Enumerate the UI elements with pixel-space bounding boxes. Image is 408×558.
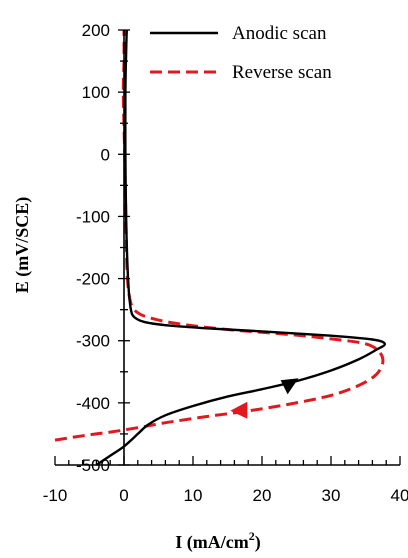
legend-reverse-label: Reverse scan xyxy=(232,62,332,83)
legend: Anodic scan Reverse scan xyxy=(150,23,332,83)
x-tick-label: 30 xyxy=(322,486,341,505)
x-axis-title-close: ) xyxy=(255,532,261,553)
plot-area xyxy=(54,29,387,466)
y-tick-label: 200 xyxy=(82,21,110,40)
x-axis-title-superscript: 2 xyxy=(249,529,255,543)
axes xyxy=(54,29,401,466)
y-tick-label: -200 xyxy=(76,270,110,289)
y-tick-label: -100 xyxy=(76,207,110,226)
x-tick-label: 20 xyxy=(253,486,272,505)
x-tick-label: 0 xyxy=(119,486,128,505)
reverse-direction-arrow xyxy=(230,401,248,419)
x-tick-label: 10 xyxy=(184,486,203,505)
y-tick-label: 0 xyxy=(101,145,110,164)
y-tick-label: 100 xyxy=(82,83,110,102)
y-tick-label: -400 xyxy=(76,394,110,413)
anodic-scan-line xyxy=(95,29,387,466)
y-tick-label: -300 xyxy=(76,332,110,351)
y-tick-label: -500 xyxy=(76,456,110,475)
legend-anodic-label: Anodic scan xyxy=(232,23,327,44)
x-axis-title-main: I (mA/cm xyxy=(175,532,248,553)
x-tick-label: 40 xyxy=(391,486,408,505)
y-axis-title: E (mV/SCE) xyxy=(12,197,33,294)
x-tick-label: -10 xyxy=(43,486,68,505)
x-axis-title: I (mA/cm2) xyxy=(175,529,260,553)
anodic-direction-arrow xyxy=(280,378,299,395)
